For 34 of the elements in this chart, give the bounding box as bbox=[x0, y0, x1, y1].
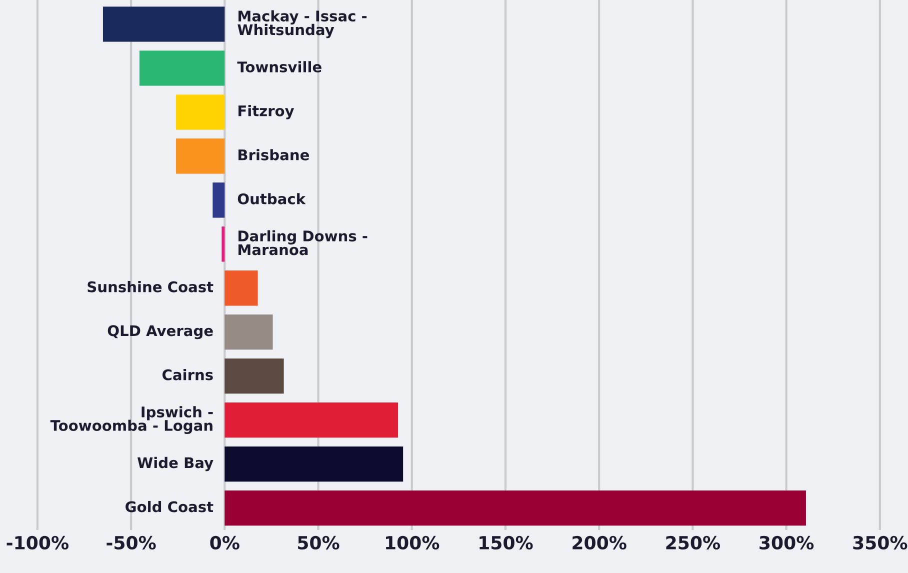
x-tick-label: 100% bbox=[386, 536, 440, 550]
y-tick-label: Ipswich - Toowoomba - Logan bbox=[50, 406, 213, 434]
y-tick-label: Outback bbox=[238, 193, 306, 204]
y-tick-label: Townsville bbox=[237, 61, 322, 72]
bar bbox=[224, 314, 273, 350]
bar bbox=[224, 490, 806, 526]
x-tick-label: 0% bbox=[210, 536, 240, 550]
bar bbox=[224, 446, 404, 482]
y-tick-label: Darling Downs - Maranoa bbox=[238, 230, 368, 256]
bar bbox=[212, 182, 225, 218]
bar bbox=[224, 270, 258, 306]
y-tick-label: Mackay - Issac - Whitsunday bbox=[238, 10, 367, 38]
y-tick-label: Brisbane bbox=[238, 149, 309, 160]
x-tick-label: 200% bbox=[572, 536, 626, 550]
y-tick-label: Sunshine Coast bbox=[88, 281, 214, 292]
y-tick-label: Wide Bay bbox=[137, 456, 214, 472]
x-tick-label: 50% bbox=[298, 536, 340, 550]
y-tick-label: Cairns bbox=[162, 369, 213, 380]
bar bbox=[176, 138, 225, 174]
x-tick-label: 350% bbox=[853, 536, 908, 550]
bar bbox=[139, 50, 225, 86]
bar bbox=[222, 226, 225, 262]
bar bbox=[176, 94, 225, 130]
bar bbox=[102, 6, 225, 42]
y-tick-label: Fitzroy bbox=[238, 105, 294, 120]
x-tick-label: 250% bbox=[666, 536, 720, 550]
x-tick-label: 300% bbox=[760, 536, 814, 550]
x-tick-label: -100% bbox=[6, 536, 69, 550]
bar bbox=[224, 358, 284, 394]
x-tick-label: 150% bbox=[480, 536, 533, 550]
bar bbox=[224, 402, 398, 438]
x-tick-label: -50% bbox=[106, 536, 156, 550]
y-tick-label: QLD Average bbox=[108, 325, 213, 340]
y-tick-label: Gold Coast bbox=[126, 500, 214, 512]
